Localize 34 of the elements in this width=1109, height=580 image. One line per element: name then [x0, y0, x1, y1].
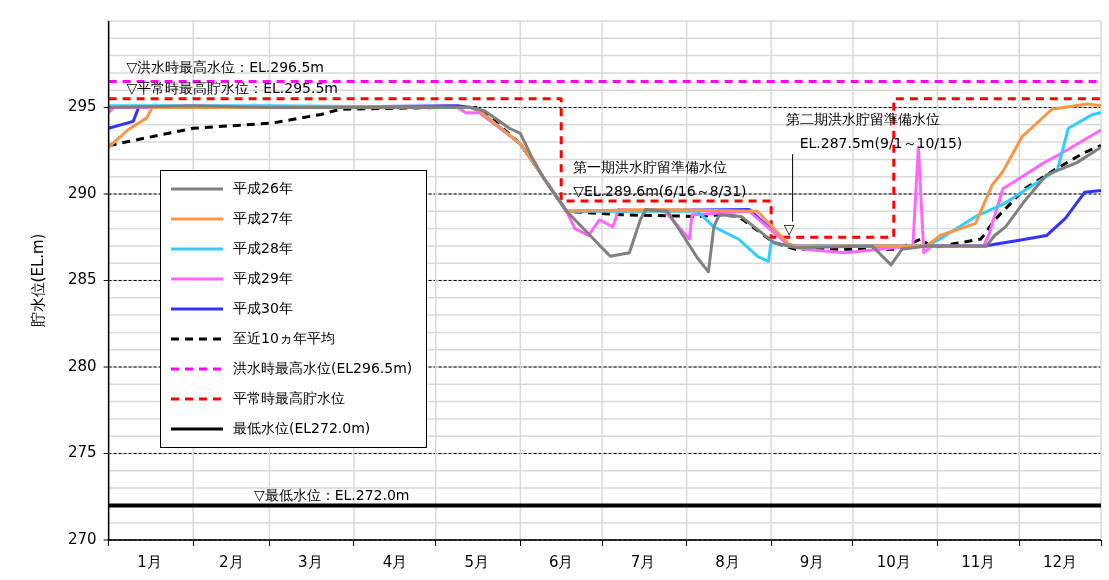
legend-label: 平成26年	[233, 180, 293, 198]
x-tick-label: 6月	[548, 552, 574, 571]
legend-label: 洪水時最高水位(EL296.5m)	[233, 360, 413, 378]
annotation: 第二期洪水貯留準備水位 EL.287.5m(9/1～10/15)	[785, 111, 963, 152]
x-tick-label: 11月	[961, 552, 996, 571]
annotation: ▽	[783, 221, 795, 238]
x-tick-label: 2月	[219, 552, 244, 571]
y-tick-label: 280	[67, 356, 97, 375]
x-tick-label: 5月	[464, 552, 489, 571]
y-tick-label: 275	[67, 443, 97, 462]
x-tick-label: 1月	[137, 552, 162, 571]
legend-label: 平成27年	[233, 210, 293, 228]
legend-label: 平成28年	[233, 240, 293, 258]
legend-label: 平成30年	[233, 300, 293, 318]
x-tick-label: 4月	[382, 552, 408, 571]
x-tick-label: 10月	[876, 552, 911, 571]
legend-label: 至近10ヵ年平均	[233, 330, 335, 348]
legend-label: 最低水位(EL272.0m)	[233, 420, 371, 438]
annotation: ▽洪水時最高水位：EL.296.5m	[126, 59, 325, 76]
legend-label: 平常時最高貯水位	[233, 390, 345, 408]
annotation: ▽平常時最高貯水位：EL.295.5m	[126, 80, 339, 97]
x-tick-label: 9月	[799, 552, 825, 571]
x-tick-label: 12月	[1043, 552, 1078, 571]
x-tick-label: 8月	[715, 552, 740, 571]
y-tick-label: 285	[67, 270, 97, 289]
x-tick-label: 7月	[630, 552, 656, 571]
y-tick-label: 295	[67, 97, 97, 116]
legend-label: 平成29年	[233, 270, 293, 288]
y-axis-title: 貯水位(EL.m)	[28, 233, 47, 328]
annotation: ▽最低水位：EL.272.0m	[253, 487, 410, 504]
x-tick-label: 3月	[298, 552, 323, 571]
y-tick-label: 270	[67, 529, 97, 548]
annotation: 第一期洪水貯留準備水位 ▽EL.289.6m(6/16～8/31)	[573, 159, 747, 200]
y-tick-label: 290	[67, 183, 97, 202]
